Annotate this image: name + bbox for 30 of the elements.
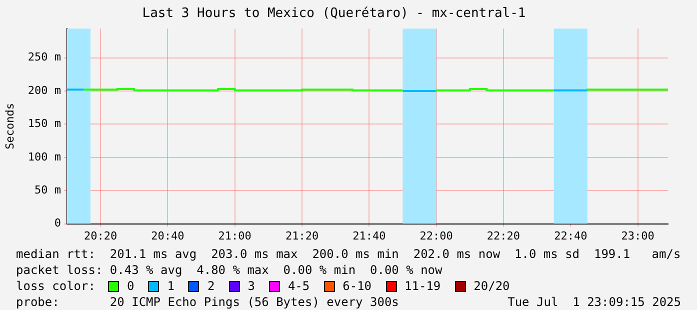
legend-label: 6-10 [342,278,372,294]
y-tick-label: 50 m [34,183,62,196]
legend-title: loss color: [16,278,96,294]
y-axis-title: Seconds [3,103,16,150]
legend-label: 3 [248,278,255,294]
text: median rtt: 201.1 ms avg 203.0 ms max 200.0 ms min 202.0 ms now 1.0 ms sd 199.1 am/s [16,246,682,262]
text: Tue Jul 1 23:09:15 2025 [508,294,681,310]
text: probe: 20 ICMP Echo Pings (56 Bytes) every 300s [16,294,399,310]
y-tick-label: 150 m [28,117,62,130]
x-tick-label: 22:00 [420,229,453,242]
text: packet loss: 0.43 % avg 4.80 % max 0.00 % min 0.00 % now [16,262,444,278]
x-tick-label: 21:40 [352,229,386,242]
y-tick-label: 200 m [28,84,62,97]
legend-label: 0 [127,278,134,294]
x-tick-label: 21:00 [218,229,252,242]
chart-title: Last 3 Hours to Mexico (Querétaro) - mx-central-1 [142,6,526,22]
x-tick-label: 23:00 [621,229,654,242]
y-tick-label: 100 m [28,150,62,164]
x-tick-label: 22:40 [554,229,588,242]
legend-label: 20/20 [474,278,510,294]
y-tick-label: 0 [54,216,61,230]
x-tick-label: 20:40 [151,229,184,242]
legend-label: 1 [167,278,174,294]
legend-label: 2 [207,278,215,294]
x-tick-label: 21:20 [285,229,319,242]
legend-label: 11-19 [404,278,441,294]
x-tick-label: 22:20 [486,229,520,242]
x-tick-label: 20:20 [84,229,118,242]
legend-label: 4-5 [288,278,310,294]
y-tick-label: 250 m [28,50,62,64]
